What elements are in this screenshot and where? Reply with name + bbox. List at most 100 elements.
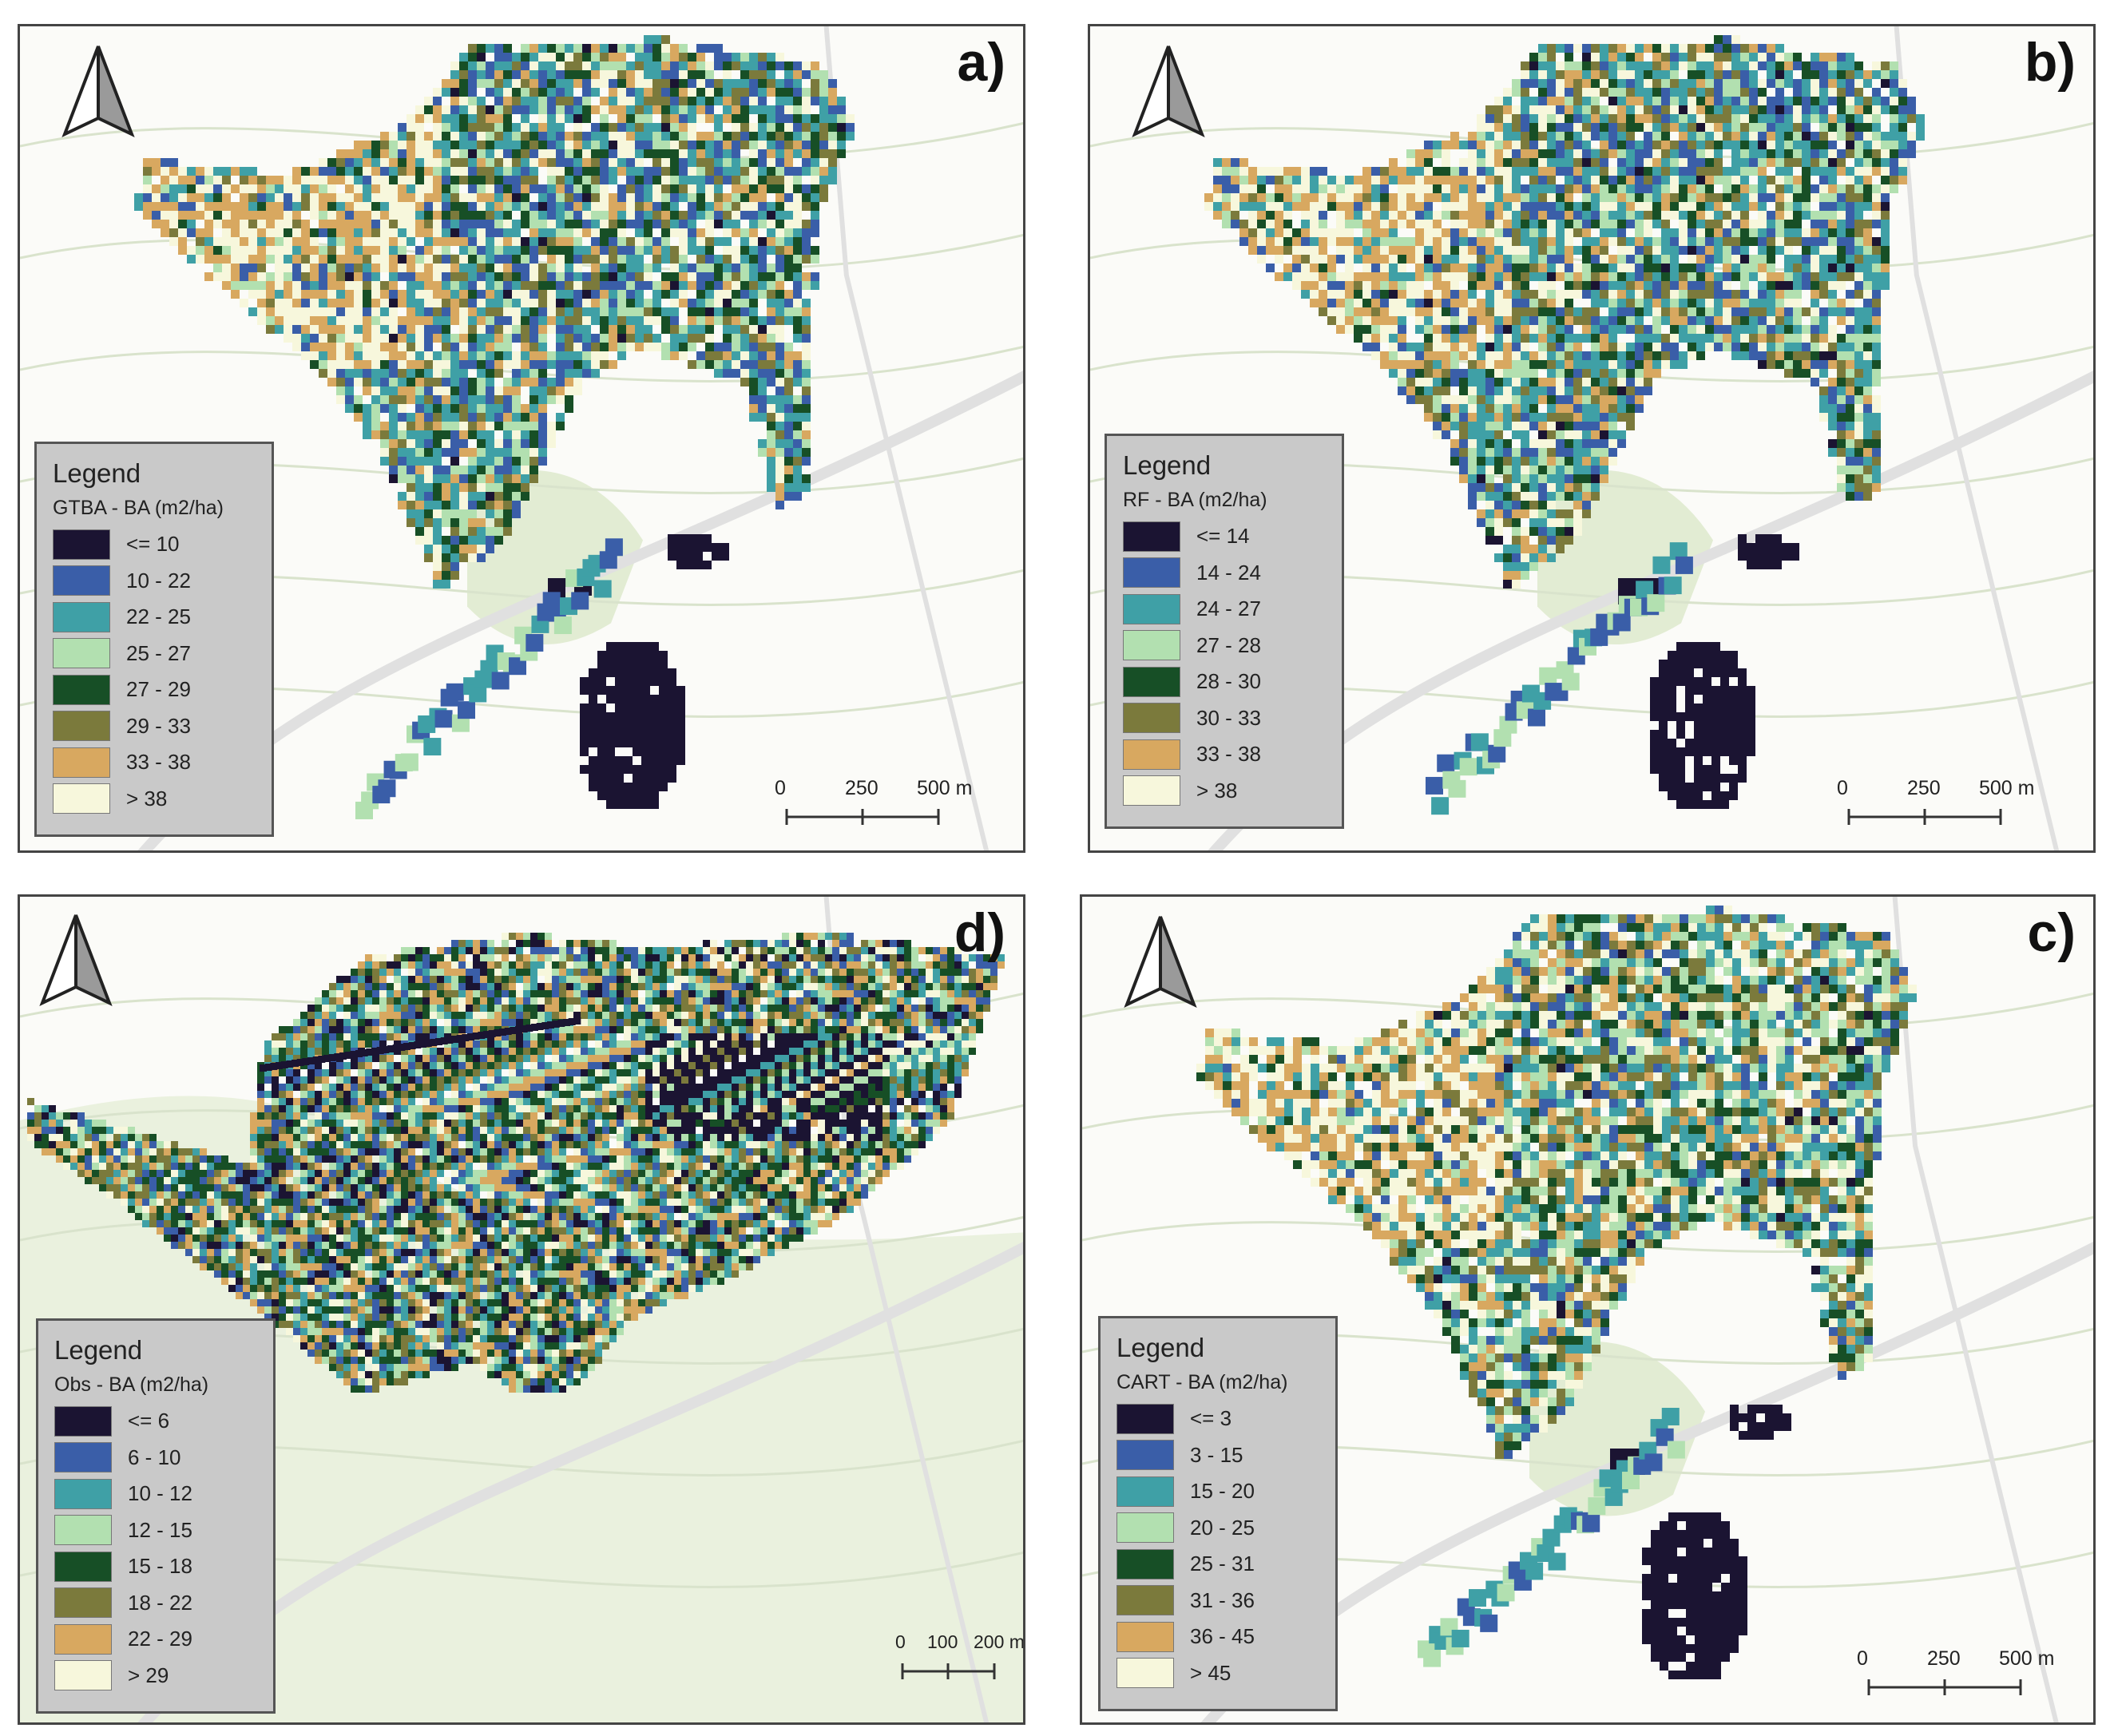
scale-label-1: 100 bbox=[927, 1631, 958, 1652]
legend-swatch bbox=[1116, 1403, 1174, 1434]
scale-label-1: 250 bbox=[1907, 777, 1941, 799]
legend-swatch bbox=[1116, 1548, 1174, 1579]
legend-class-row: <= 10 bbox=[53, 526, 256, 563]
legend-class-label: 36 - 45 bbox=[1190, 1624, 1255, 1649]
legend-class-label: 20 - 25 bbox=[1190, 1515, 1255, 1540]
legend-class-row: 36 - 45 bbox=[1116, 1619, 1319, 1655]
scale-label-2: 200 m bbox=[974, 1631, 1025, 1652]
legend-class-row: 3 - 15 bbox=[1116, 1437, 1319, 1474]
legend-rows: <= 10 10 - 22 22 - 25 25 - 27 27 - 29 29 - 33… bbox=[53, 526, 256, 817]
legend-class-label: 15 - 20 bbox=[1190, 1479, 1255, 1504]
legend-class-row: 33 - 38 bbox=[53, 744, 256, 781]
legend-class-row: 15 - 18 bbox=[54, 1548, 257, 1585]
legend: Legend GTBA - BA (m2/ha) <= 10 10 - 22 22 … bbox=[34, 442, 274, 837]
legend-class-row: 14 - 24 bbox=[1123, 555, 1326, 592]
legend-class-label: > 29 bbox=[128, 1663, 169, 1687]
legend-class-row: <= 14 bbox=[1123, 518, 1326, 555]
scale-line bbox=[1867, 1679, 2022, 1695]
scale-label-1: 250 bbox=[845, 777, 879, 799]
legend-swatch bbox=[1123, 775, 1180, 807]
legend-swatch bbox=[1123, 557, 1180, 589]
legend-swatch bbox=[1123, 703, 1180, 734]
legend-swatch bbox=[1116, 1440, 1174, 1471]
legend-class-label: 12 - 15 bbox=[128, 1517, 192, 1542]
scale-label-1: 250 bbox=[1927, 1647, 1961, 1670]
legend-class-row: 12 - 15 bbox=[54, 1512, 257, 1549]
legend-class-row: 25 - 27 bbox=[53, 636, 256, 672]
north-arrow-icon bbox=[1132, 46, 1205, 137]
legend-class-row: 29 - 33 bbox=[53, 708, 256, 745]
legend-class-label: 22 - 29 bbox=[128, 1627, 192, 1651]
legend-class-label: 10 - 22 bbox=[126, 568, 191, 593]
legend-swatch bbox=[1123, 521, 1180, 552]
panel-label: d) bbox=[954, 902, 1005, 963]
legend-class-row: 24 - 27 bbox=[1123, 591, 1326, 628]
legend-swatch bbox=[54, 1551, 112, 1582]
scale-label-0: 0 bbox=[1837, 777, 1848, 799]
legend-rows: <= 3 3 - 15 15 - 20 20 - 25 25 - 31 31 - 36 36… bbox=[1116, 1401, 1319, 1691]
scale-bar: 0 250 500 m bbox=[775, 777, 972, 834]
legend-swatch bbox=[1123, 666, 1180, 697]
legend-class-row: 20 - 25 bbox=[1116, 1510, 1319, 1547]
north-arrow-icon bbox=[39, 914, 113, 1006]
legend-swatch bbox=[53, 638, 110, 669]
legend-title: Legend bbox=[54, 1335, 143, 1365]
legend-class-label: 30 - 33 bbox=[1196, 705, 1261, 730]
legend-swatch bbox=[53, 529, 110, 560]
legend-class-row: 6 - 10 bbox=[54, 1440, 257, 1476]
legend-class-label: 15 - 18 bbox=[128, 1554, 192, 1579]
legend-class-label: 24 - 27 bbox=[1196, 597, 1261, 621]
legend-class-label: 14 - 24 bbox=[1196, 560, 1261, 585]
legend-class-row: 22 - 25 bbox=[53, 599, 256, 636]
legend-swatch bbox=[54, 1405, 112, 1437]
legend-class-label: 27 - 28 bbox=[1196, 632, 1261, 657]
map-base-a bbox=[20, 26, 1023, 850]
legend-class-label: 18 - 22 bbox=[128, 1590, 192, 1615]
legend-swatch bbox=[54, 1515, 112, 1546]
legend-swatch bbox=[1116, 1476, 1174, 1507]
legend-swatch bbox=[53, 674, 110, 705]
scale-label-2: 500 m bbox=[917, 777, 973, 799]
north-arrow-icon bbox=[61, 46, 135, 137]
legend-class-row: > 45 bbox=[1116, 1655, 1319, 1692]
legend-swatch bbox=[53, 783, 110, 814]
legend-class-label: <= 10 bbox=[126, 532, 180, 557]
legend-subtitle: Obs - BA (m2/ha) bbox=[54, 1373, 209, 1396]
legend-class-row: 30 - 33 bbox=[1123, 700, 1326, 737]
legend-class-label: 25 - 27 bbox=[126, 640, 191, 665]
scale-label-2: 500 m bbox=[1979, 777, 2035, 799]
legend-swatch bbox=[1116, 1585, 1174, 1616]
legend-swatch bbox=[54, 1623, 112, 1655]
legend-class-label: 31 - 36 bbox=[1190, 1587, 1255, 1612]
legend-class-row: 27 - 28 bbox=[1123, 628, 1326, 664]
legend-class-row: > 38 bbox=[53, 781, 256, 818]
scale-label-0: 0 bbox=[775, 777, 786, 799]
legend-class-label: 25 - 31 bbox=[1190, 1552, 1255, 1576]
legend-swatch bbox=[1116, 1658, 1174, 1689]
legend-class-row: 31 - 36 bbox=[1116, 1583, 1319, 1619]
legend-class-row: 33 - 38 bbox=[1123, 736, 1326, 773]
legend-class-label: 3 - 15 bbox=[1190, 1442, 1243, 1467]
north-arrow-icon bbox=[1124, 916, 1197, 1008]
legend-class-label: <= 14 bbox=[1196, 524, 1250, 549]
scale-label-0: 0 bbox=[1857, 1647, 1868, 1670]
legend-swatch bbox=[54, 1442, 112, 1473]
legend-class-label: 33 - 38 bbox=[126, 750, 191, 775]
legend-swatch bbox=[1123, 630, 1180, 661]
scale-label-2: 500 m bbox=[1999, 1647, 2055, 1670]
legend-rows: <= 6 6 - 10 10 - 12 12 - 15 15 - 18 18 - 22 22… bbox=[54, 1403, 257, 1694]
legend-class-row: > 29 bbox=[54, 1658, 257, 1694]
legend-swatch bbox=[1116, 1512, 1174, 1544]
legend: Legend RF - BA (m2/ha) <= 14 14 - 24 24 - … bbox=[1105, 434, 1344, 829]
legend-class-row: > 38 bbox=[1123, 773, 1326, 810]
legend-title: Legend bbox=[1123, 450, 1212, 480]
legend-class-row: 10 - 22 bbox=[53, 563, 256, 600]
legend-swatch bbox=[54, 1478, 112, 1509]
legend-class-label: > 38 bbox=[1196, 778, 1238, 803]
map-panel-a: a) Legend GTBA - BA (m2/ha) <= 10 10 - 22… bbox=[18, 24, 1025, 853]
map-panel-c: c) Legend CART - BA (m2/ha) <= 3 3 - 15 15… bbox=[1080, 894, 2096, 1725]
legend-swatch bbox=[53, 747, 110, 778]
legend-class-row: 22 - 29 bbox=[54, 1621, 257, 1658]
legend-subtitle: GTBA - BA (m2/ha) bbox=[53, 497, 224, 519]
legend-title: Legend bbox=[53, 458, 141, 488]
